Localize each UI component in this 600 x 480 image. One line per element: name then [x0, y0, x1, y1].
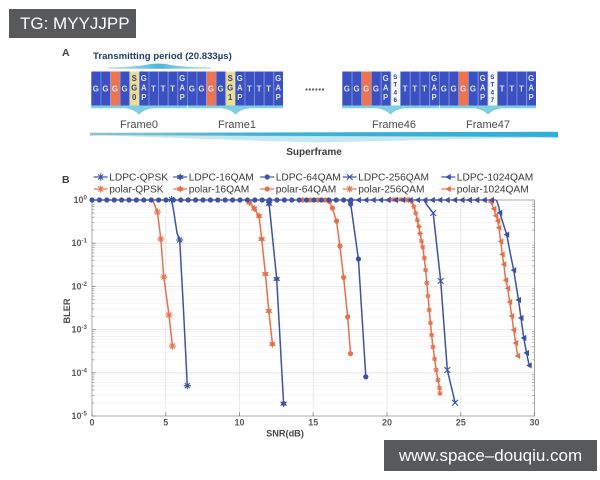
svg-text:P: P	[529, 93, 534, 102]
svg-text:T: T	[393, 82, 397, 89]
svg-text:G: G	[480, 74, 486, 83]
svg-text:G: G	[102, 84, 108, 93]
svg-text:T: T	[151, 84, 156, 93]
svg-text:T: T	[519, 84, 524, 93]
svg-text:T: T	[257, 84, 262, 93]
svg-text:T: T	[412, 84, 417, 93]
svg-text:G: G	[528, 74, 534, 83]
svg-text:15: 15	[308, 418, 318, 428]
svg-text:T: T	[490, 82, 494, 89]
svg-text:10-3: 10-3	[71, 324, 87, 335]
svg-text:G: G	[373, 84, 379, 93]
svg-text:A: A	[141, 84, 147, 93]
svg-text:G: G	[275, 74, 281, 83]
svg-text:T: T	[509, 84, 514, 93]
svg-text:P: P	[141, 93, 146, 102]
svg-text:4: 4	[491, 89, 495, 96]
svg-text:G: G	[93, 84, 99, 93]
svg-text:G: G	[179, 74, 185, 83]
svg-text:0: 0	[132, 93, 137, 102]
svg-text:SNR(dB): SNR(dB)	[266, 429, 304, 439]
svg-text:Superframe: Superframe	[286, 147, 342, 158]
svg-text:10-2: 10-2	[71, 281, 87, 292]
svg-text:T: T	[500, 84, 505, 93]
svg-text:T: T	[266, 84, 271, 93]
svg-text:G: G	[227, 84, 233, 93]
svg-text:B: B	[62, 174, 70, 186]
svg-text:A: A	[179, 84, 185, 93]
svg-text:T: T	[170, 84, 175, 93]
svg-text:S: S	[228, 74, 233, 83]
svg-text:G: G	[441, 84, 447, 93]
svg-text:G: G	[141, 74, 147, 83]
svg-text:Frame46: Frame46	[372, 119, 416, 131]
svg-text:P: P	[480, 93, 485, 102]
svg-text:G: G	[431, 74, 437, 83]
svg-text:Frame0: Frame0	[120, 119, 158, 131]
svg-text:4: 4	[394, 89, 398, 96]
svg-text:Transmitting period (20.833µs): Transmitting period (20.833µs)	[93, 51, 232, 62]
svg-text:LDPC-64QAM: LDPC-64QAM	[276, 173, 341, 184]
svg-text:P: P	[432, 93, 437, 102]
svg-text:G: G	[189, 84, 195, 93]
svg-text:LDPC-1024QAM: LDPC-1024QAM	[457, 173, 533, 184]
svg-text:G: G	[460, 84, 466, 93]
svg-text:BLER: BLER	[62, 298, 72, 323]
svg-text:polar-256QAM: polar-256QAM	[358, 185, 424, 196]
svg-text:G: G	[470, 84, 476, 93]
svg-text:10-1: 10-1	[71, 238, 87, 249]
svg-text:G: G	[131, 84, 137, 93]
svg-text:G: G	[218, 84, 224, 93]
svg-text:P: P	[180, 93, 185, 102]
svg-text:0: 0	[89, 418, 94, 428]
svg-text:G: G	[237, 74, 243, 83]
svg-text:G: G	[122, 84, 128, 93]
svg-text:A: A	[431, 84, 437, 93]
svg-text:G: G	[450, 84, 456, 93]
svg-text:10-5: 10-5	[71, 411, 87, 422]
svg-text:A: A	[383, 84, 389, 93]
svg-text:P: P	[383, 93, 388, 102]
svg-text:7: 7	[491, 97, 495, 104]
svg-text:Frame47: Frame47	[466, 119, 510, 131]
svg-text:P: P	[276, 93, 281, 102]
svg-text:S: S	[393, 74, 397, 81]
svg-text:T: T	[422, 84, 427, 93]
svg-text:10-4: 10-4	[71, 367, 87, 378]
svg-text:A: A	[275, 84, 281, 93]
svg-text:S: S	[132, 74, 137, 83]
svg-text:LDPC-256QAM: LDPC-256QAM	[358, 173, 429, 184]
svg-text:polar-64QAM: polar-64QAM	[276, 185, 337, 196]
svg-text:5: 5	[163, 418, 168, 428]
svg-text:polar-QPSK: polar-QPSK	[109, 185, 164, 196]
svg-text:G: G	[363, 84, 369, 93]
svg-text:G: G	[383, 74, 389, 83]
svg-text:A: A	[237, 84, 243, 93]
svg-text:LDPC-16QAM: LDPC-16QAM	[189, 173, 254, 184]
svg-text:G: G	[112, 84, 118, 93]
svg-text:1: 1	[228, 93, 233, 102]
svg-text:6: 6	[394, 97, 398, 104]
svg-text:100: 100	[74, 195, 88, 206]
svg-text:20: 20	[382, 418, 392, 428]
svg-text:A: A	[528, 84, 534, 93]
svg-text:A: A	[62, 47, 70, 59]
svg-text:polar-16QAM: polar-16QAM	[189, 185, 250, 196]
svg-text:25: 25	[456, 418, 466, 428]
svg-text:T: T	[161, 84, 166, 93]
svg-text:T: T	[247, 84, 252, 93]
svg-text:S: S	[490, 74, 494, 81]
svg-text:G: G	[353, 84, 359, 93]
svg-text:T: T	[403, 84, 408, 93]
svg-text:polar-1024QAM: polar-1024QAM	[457, 185, 529, 196]
svg-text:G: G	[208, 84, 214, 93]
svg-text:P: P	[237, 93, 242, 102]
svg-text:G: G	[198, 84, 204, 93]
svg-text:Frame1: Frame1	[218, 119, 256, 131]
svg-text:A: A	[480, 84, 486, 93]
svg-text:G: G	[344, 84, 350, 93]
svg-text:LDPC-QPSK: LDPC-QPSK	[109, 173, 168, 184]
svg-text:30: 30	[529, 418, 539, 428]
svg-text:10: 10	[234, 418, 244, 428]
